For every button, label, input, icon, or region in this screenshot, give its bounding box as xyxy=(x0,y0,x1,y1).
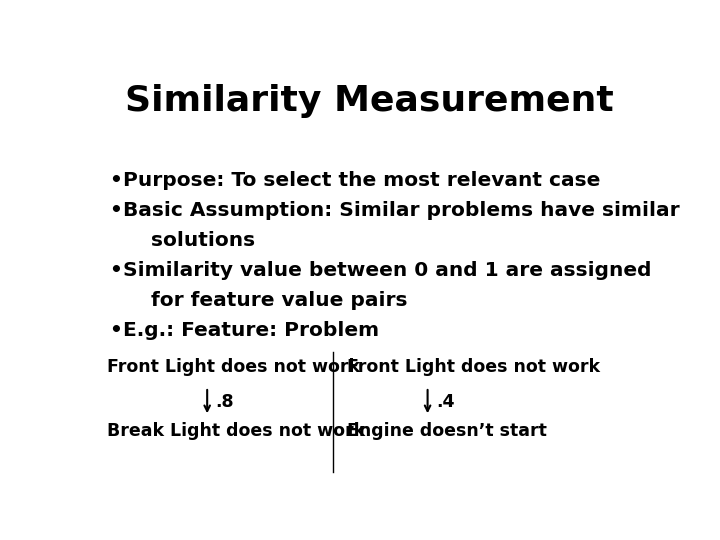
Text: for feature value pairs: for feature value pairs xyxy=(124,291,408,309)
Text: Engine doesn’t start: Engine doesn’t start xyxy=(347,422,546,441)
Text: solutions: solutions xyxy=(124,231,256,249)
Text: Basic Assumption: Similar problems have similar: Basic Assumption: Similar problems have … xyxy=(124,201,680,220)
Text: Similarity Measurement: Similarity Measurement xyxy=(125,84,613,118)
Text: •: • xyxy=(109,201,122,220)
Text: Purpose: To select the most relevant case: Purpose: To select the most relevant cas… xyxy=(124,171,601,190)
Text: •: • xyxy=(109,261,122,280)
Text: Similarity value between 0 and 1 are assigned: Similarity value between 0 and 1 are ass… xyxy=(124,261,652,280)
Text: E.g.: Feature: Problem: E.g.: Feature: Problem xyxy=(124,321,379,340)
Text: •: • xyxy=(109,321,122,340)
Text: •: • xyxy=(109,171,122,190)
Text: Front Light does not work: Front Light does not work xyxy=(107,358,360,376)
Text: Break Light does not work: Break Light does not work xyxy=(107,422,365,441)
Text: Front Light does not work: Front Light does not work xyxy=(347,358,600,376)
Text: .4: .4 xyxy=(436,393,454,410)
Text: .8: .8 xyxy=(215,393,234,410)
